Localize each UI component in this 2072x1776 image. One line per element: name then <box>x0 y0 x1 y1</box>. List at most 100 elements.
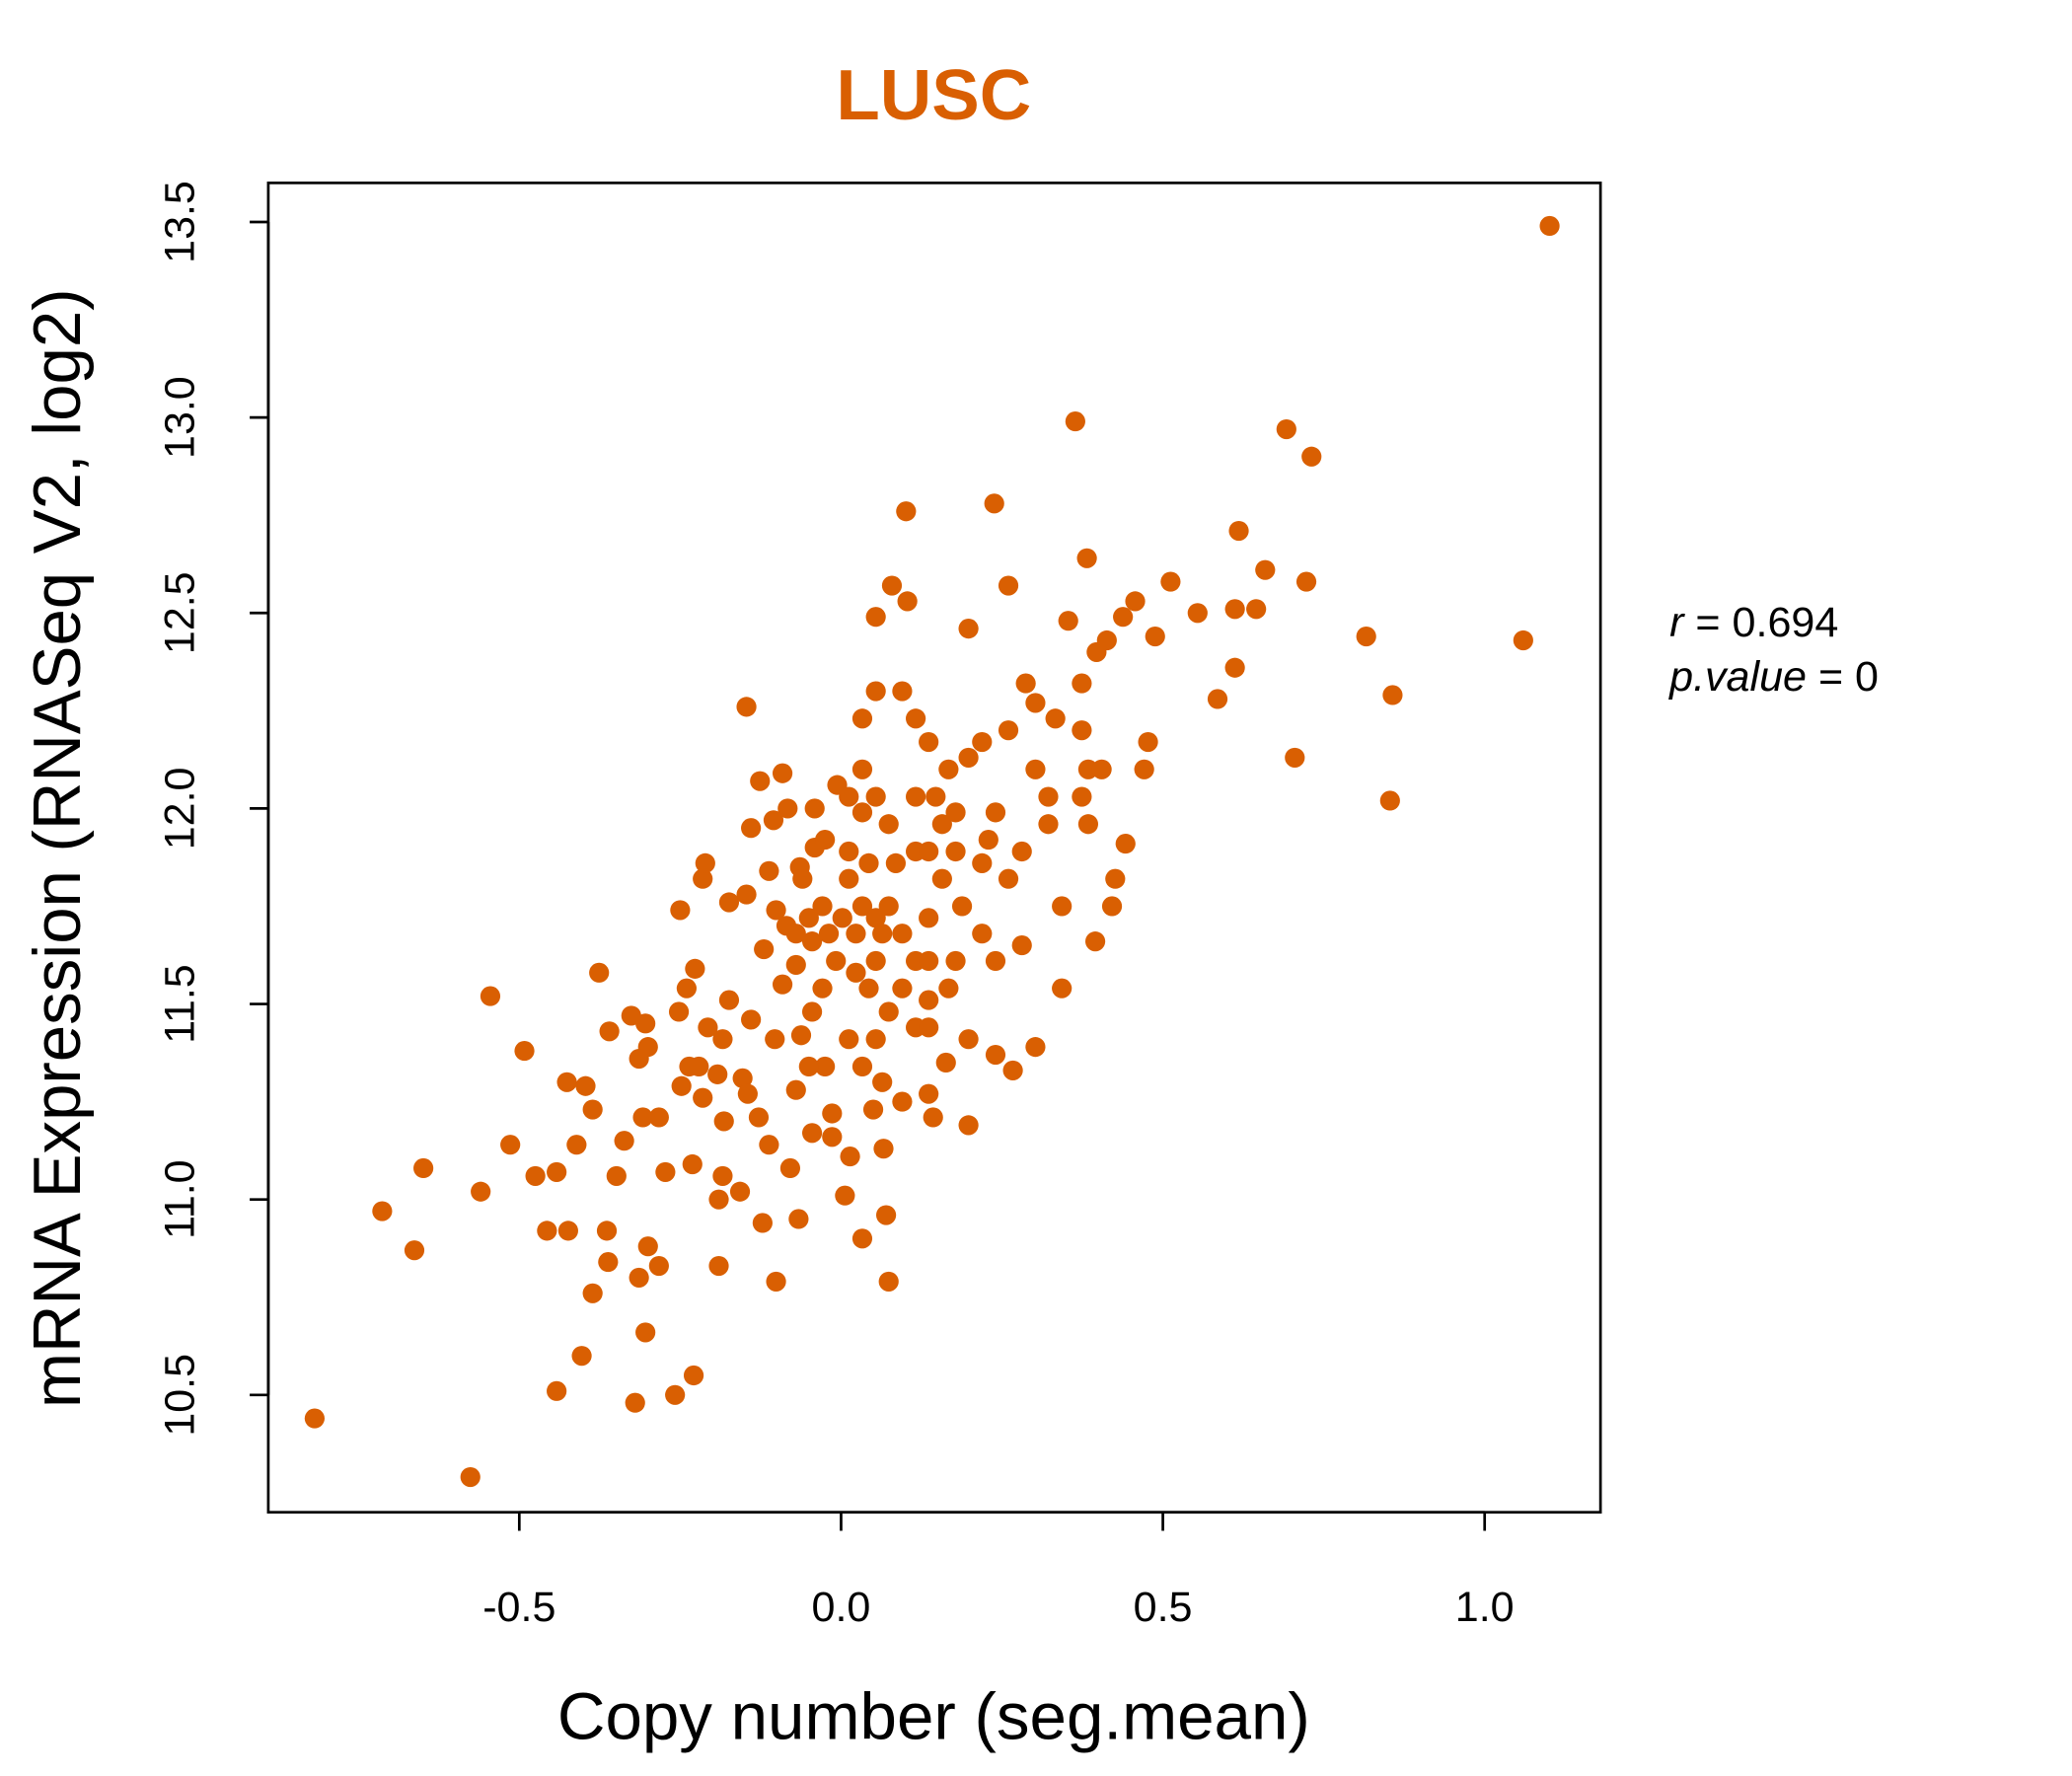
p-label: p.value <box>1667 653 1807 701</box>
data-point <box>676 978 697 999</box>
chart-title: LUSC <box>836 55 1031 135</box>
data-point <box>1025 1037 1046 1058</box>
data-point <box>372 1201 393 1221</box>
data-point <box>945 841 966 862</box>
data-point <box>785 924 806 944</box>
data-point <box>839 841 859 862</box>
data-point <box>718 990 740 1010</box>
data-point <box>998 720 1019 741</box>
data-point <box>1382 685 1403 705</box>
data-point <box>752 1213 773 1233</box>
data-point <box>839 868 859 889</box>
data-point <box>919 908 939 928</box>
data-point <box>1011 841 1032 862</box>
data-point <box>471 1181 491 1202</box>
data-point <box>1285 747 1305 768</box>
data-point <box>606 1165 627 1186</box>
data-point <box>878 1001 899 1022</box>
data-point <box>925 786 946 807</box>
data-point <box>851 896 873 917</box>
data-point <box>1091 759 1112 779</box>
data-point <box>1379 790 1400 811</box>
p-value: = 0 <box>1818 653 1879 701</box>
data-point <box>514 1041 535 1062</box>
data-point <box>919 731 939 753</box>
data-point <box>1276 418 1296 440</box>
p-value-statistic: p.value = 0 <box>1667 653 1879 701</box>
x-tick-label: 1.0 <box>1455 1584 1515 1631</box>
data-point <box>840 1147 860 1167</box>
data-point <box>1255 559 1276 580</box>
data-point <box>938 759 959 779</box>
data-point <box>695 852 715 873</box>
data-point <box>582 1099 603 1120</box>
data-point <box>736 884 757 905</box>
data-point <box>812 896 833 917</box>
data-point <box>665 1384 686 1405</box>
data-point <box>835 1185 855 1206</box>
data-point <box>596 1221 618 1241</box>
data-point <box>851 708 873 729</box>
data-point <box>741 1009 762 1030</box>
data-point <box>765 1029 785 1050</box>
data-point <box>938 978 959 999</box>
data-point <box>998 868 1019 889</box>
y-tick-label: 10.5 <box>156 1354 203 1437</box>
data-point <box>972 852 993 873</box>
data-point <box>1072 673 1092 694</box>
data-point <box>858 978 879 999</box>
data-point <box>885 852 906 873</box>
data-point <box>897 591 918 612</box>
x-tick-label: 0.5 <box>1134 1584 1193 1631</box>
y-axis: 10.5 11.0 11.5 12.0 12.5 13.0 13.5 <box>156 181 270 1437</box>
r-value: = 0.694 <box>1695 599 1838 646</box>
data-point <box>1113 607 1134 628</box>
data-point <box>862 1099 884 1120</box>
data-point <box>404 1240 425 1261</box>
data-point <box>873 1139 894 1159</box>
data-point <box>1134 759 1154 779</box>
data-point <box>804 798 825 819</box>
data-point <box>614 1131 634 1151</box>
data-point <box>785 1079 806 1100</box>
data-point <box>1084 931 1106 952</box>
data-point <box>1125 591 1146 612</box>
data-point <box>1246 599 1267 620</box>
data-point <box>772 974 793 995</box>
data-point <box>1072 786 1092 807</box>
data-point <box>635 1013 656 1034</box>
data-point <box>958 747 979 768</box>
data-point <box>729 1181 751 1202</box>
data-point <box>1228 520 1249 542</box>
data-point <box>1207 689 1228 709</box>
data-point <box>826 950 847 972</box>
data-point <box>547 1161 567 1183</box>
points-layer <box>304 215 1560 1488</box>
data-point <box>878 814 899 835</box>
data-point <box>766 1271 786 1292</box>
data-point <box>1038 814 1059 835</box>
data-point <box>972 731 993 753</box>
y-axis-label: mRNA Expression (RNASeq V2, log2) <box>21 288 95 1407</box>
data-point <box>919 990 939 1010</box>
data-point <box>557 1221 578 1241</box>
data-point <box>1187 603 1208 624</box>
data-point <box>846 962 866 983</box>
data-point <box>872 924 893 944</box>
data-point <box>919 1017 939 1038</box>
data-point <box>708 1189 729 1210</box>
data-point <box>748 1107 770 1128</box>
data-point <box>671 1075 692 1096</box>
data-point <box>689 1056 709 1077</box>
data-point <box>858 852 879 873</box>
data-point <box>635 1322 656 1343</box>
data-point <box>978 830 999 851</box>
data-point <box>556 1072 577 1092</box>
data-point <box>812 978 833 999</box>
data-point <box>1224 657 1245 678</box>
data-point <box>851 1228 873 1249</box>
data-point <box>876 1205 897 1225</box>
data-point <box>931 814 952 835</box>
data-point <box>846 924 866 944</box>
